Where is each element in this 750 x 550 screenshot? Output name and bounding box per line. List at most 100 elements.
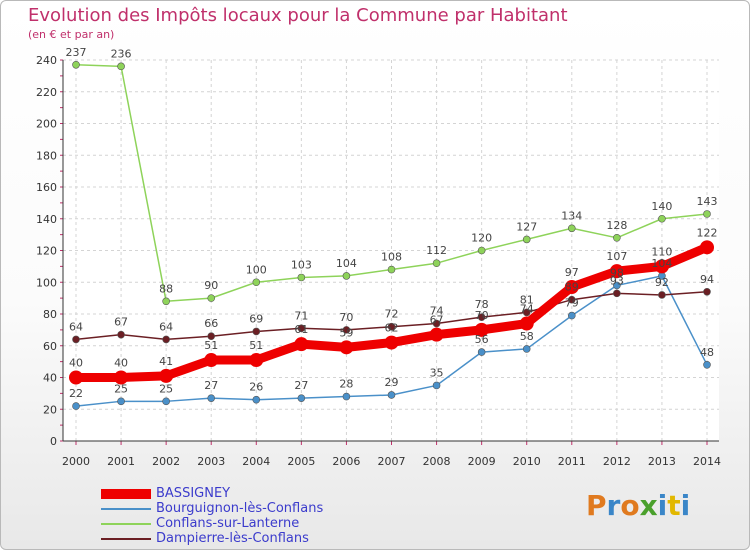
data-label: 92 <box>655 276 669 289</box>
chart-title: Evolution des Impôts locaux pour la Comm… <box>28 5 568 26</box>
data-label: 98 <box>610 266 624 279</box>
data-point <box>72 335 80 344</box>
data-point <box>700 240 714 255</box>
logo-letter: i <box>680 489 691 522</box>
data-label: 103 <box>291 258 312 271</box>
data-label: 72 <box>385 308 399 321</box>
legend-swatch-bassigney <box>101 488 151 499</box>
data-point <box>117 397 125 406</box>
data-point <box>387 391 396 399</box>
data-label: 22 <box>69 387 83 400</box>
data-label: 28 <box>339 378 353 391</box>
data-point <box>162 335 170 344</box>
data-point <box>609 264 624 279</box>
data-label: 94 <box>700 273 714 286</box>
y-tick-label: 180 <box>36 149 57 162</box>
data-point <box>477 348 486 356</box>
data-label: 74 <box>520 303 534 316</box>
data-label: 140 <box>651 200 672 213</box>
x-tick-label: 2001 <box>107 455 135 468</box>
data-label: 78 <box>475 298 489 311</box>
y-tick-label: 100 <box>36 276 57 289</box>
data-label: 58 <box>520 330 534 343</box>
logo-letter: o <box>620 489 640 522</box>
data-label: 70 <box>475 309 489 322</box>
data-label: 69 <box>249 312 263 325</box>
data-label: 61 <box>294 323 308 336</box>
data-label: 25 <box>159 382 173 395</box>
data-point <box>703 287 711 296</box>
legend-item-conflans: Conflans-sur-Lanterne <box>101 516 323 531</box>
data-label: 107 <box>606 250 627 263</box>
data-point <box>72 60 80 69</box>
x-tick-label: 2008 <box>423 455 451 468</box>
legend-label-bassigney: BASSIGNEY <box>156 486 231 501</box>
y-tick-label: 20 <box>43 403 57 416</box>
data-label: 100 <box>246 263 267 276</box>
data-label: 71 <box>294 309 308 322</box>
y-tick-label: 140 <box>36 213 57 226</box>
data-label: 51 <box>249 339 263 352</box>
data-label: 104 <box>651 257 672 270</box>
data-label: 48 <box>700 346 714 359</box>
data-point <box>703 210 711 218</box>
data-label: 79 <box>565 297 579 310</box>
data-point <box>564 280 579 295</box>
data-point <box>477 246 486 255</box>
y-tick-label: 240 <box>36 54 57 67</box>
y-tick-label: 200 <box>36 118 57 131</box>
data-point <box>522 235 531 244</box>
data-label: 104 <box>336 257 357 270</box>
y-tick-label: 220 <box>36 86 57 99</box>
data-point <box>114 370 129 385</box>
data-label: 74 <box>430 305 444 318</box>
data-label: 143 <box>697 195 718 208</box>
y-tick-label: 160 <box>36 181 57 194</box>
data-point <box>117 330 125 339</box>
data-point <box>474 322 489 337</box>
y-tick-label: 120 <box>36 245 57 258</box>
data-label: 64 <box>69 320 83 333</box>
data-label: 29 <box>385 376 399 389</box>
data-point <box>252 278 261 287</box>
data-point <box>387 265 396 274</box>
x-tick-label: 2006 <box>332 455 360 468</box>
data-point <box>117 62 125 71</box>
data-label: 110 <box>651 245 672 258</box>
data-label: 40 <box>69 357 83 370</box>
chart-subtitle: (en € et par an) <box>28 28 115 41</box>
x-tick-label: 2012 <box>603 455 631 468</box>
x-tick-label: 2007 <box>378 455 406 468</box>
data-point <box>297 324 306 333</box>
data-point <box>432 381 441 390</box>
x-tick-label: 2002 <box>152 455 180 468</box>
data-label: 88 <box>159 282 173 295</box>
x-tick-label: 2004 <box>242 455 270 468</box>
data-point <box>297 273 306 282</box>
data-point <box>613 234 621 242</box>
data-point <box>567 311 576 320</box>
data-point <box>162 297 170 306</box>
data-point <box>207 294 216 302</box>
data-label: 51 <box>204 339 218 352</box>
data-label: 90 <box>204 279 218 292</box>
data-label: 27 <box>204 379 218 392</box>
data-point <box>252 327 261 336</box>
data-point <box>429 327 444 342</box>
y-tick-label: 0 <box>50 435 57 448</box>
data-label: 70 <box>339 311 353 324</box>
logo-letter: x <box>639 489 658 522</box>
data-label: 134 <box>561 209 582 222</box>
legend-label-bourguignon: Bourguignon-lès-Conflans <box>156 501 324 516</box>
data-point <box>432 319 441 328</box>
data-point <box>658 291 666 299</box>
data-label: 66 <box>204 317 218 330</box>
logo-letter: P <box>586 489 607 522</box>
data-label: 108 <box>381 251 402 264</box>
logo-letter: i <box>657 489 668 522</box>
data-point <box>522 345 531 353</box>
data-label: 62 <box>385 322 399 335</box>
legend-label-conflans: Conflans-sur-Lanterne <box>156 516 300 531</box>
